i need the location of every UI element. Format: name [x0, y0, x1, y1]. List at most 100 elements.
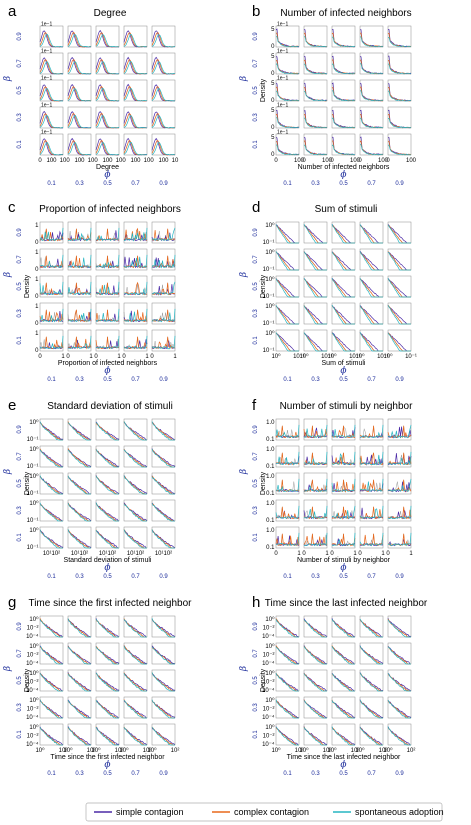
subplot-frame — [95, 133, 120, 156]
series-line-complex — [331, 452, 356, 466]
subplot: 10⁰ 10⁻²10⁻⁴ — [26, 615, 64, 640]
col-param-label: 0.1 — [283, 181, 292, 187]
subplot — [95, 472, 120, 495]
series-line-spontaneous — [39, 33, 64, 48]
row-params: 0.9 0.7 0.5 0.3 0.1 — [253, 228, 259, 345]
subplot-frame — [331, 52, 356, 75]
subplot: 10⁰ 10² — [383, 723, 415, 754]
subplot — [123, 221, 148, 244]
series-line-spontaneous — [67, 726, 91, 746]
row-param-label: 0.7 — [253, 649, 259, 658]
series-line-complex — [123, 726, 147, 746]
x-tick-label: 1 — [89, 354, 93, 360]
col-param-label: 0.5 — [339, 574, 348, 580]
subplot-frame — [151, 526, 176, 549]
subplot: 1.0 0.10 1 — [266, 526, 301, 557]
subplot — [151, 499, 176, 522]
row-param-label: 0.7 — [17, 452, 23, 461]
series-line-spontaneous — [303, 646, 327, 665]
subplot-frame — [123, 25, 148, 48]
series-line-simple — [39, 421, 64, 441]
subplot — [359, 418, 384, 441]
series-line-spontaneous — [123, 34, 148, 48]
subplot — [331, 248, 356, 271]
series-line-spontaneous — [151, 115, 176, 129]
subplot — [123, 418, 148, 441]
subplot — [303, 52, 328, 75]
series-line-spontaneous — [151, 335, 176, 350]
subplot — [95, 418, 120, 441]
col-param-label: 0.3 — [311, 377, 320, 383]
beta-symbol: β — [239, 666, 249, 672]
series-line-spontaneous — [331, 646, 355, 665]
subplot — [359, 696, 384, 719]
subplot-frame — [123, 642, 148, 665]
series-line-spontaneous — [151, 529, 175, 549]
subplot: 10¹10² — [151, 526, 176, 557]
subplot-frame — [387, 723, 412, 746]
series-line-spontaneous — [276, 117, 300, 129]
subplot-frame — [39, 696, 64, 719]
series-line-spontaneous — [331, 224, 355, 244]
subplot-frame — [387, 52, 412, 75]
subplot: 0 100 — [358, 133, 389, 164]
x-axis-label: Standard deviation of stimuli — [64, 557, 152, 564]
col-param-label: 0.9 — [395, 377, 404, 383]
subplot-frame — [303, 445, 328, 468]
panel-letter: b — [252, 3, 260, 20]
subplot-frame — [275, 79, 300, 102]
y-axis-label: Density — [24, 668, 31, 692]
x-tick-label: 0 — [94, 158, 98, 164]
y-tick-label: 10⁻⁴ — [26, 660, 39, 667]
series-line-spontaneous — [303, 532, 328, 547]
subplot-frame — [67, 25, 92, 48]
subplot-frame — [67, 445, 92, 468]
subplot: 10¹10² — [95, 526, 120, 557]
col-param-label: 0.7 — [131, 574, 140, 580]
series-line-spontaneous — [359, 90, 384, 102]
subplot: 1e−1 — [39, 103, 64, 129]
row-param-label: 0.9 — [253, 228, 259, 237]
subplot: 10⁰ 10⁻¹ — [299, 329, 333, 360]
panel-title: Number of stimuli by neighbor — [280, 401, 414, 412]
x-tick-label: 10² — [59, 748, 68, 754]
series-line-spontaneous — [39, 308, 64, 323]
series-line-spontaneous — [95, 61, 120, 75]
subplot — [151, 106, 176, 129]
series-line-spontaneous — [39, 254, 64, 269]
series-line-spontaneous — [151, 672, 175, 692]
series-line-spontaneous — [67, 618, 91, 638]
series-line-spontaneous — [303, 305, 327, 325]
y-tick-label: 10⁻² — [263, 680, 275, 686]
subplot — [123, 445, 148, 468]
subplot-frame — [387, 275, 412, 298]
series-line-spontaneous — [303, 673, 327, 692]
series-line-spontaneous — [331, 618, 355, 638]
subplot-frame — [331, 79, 356, 102]
x-tick-label: 10² — [379, 748, 388, 754]
row-param-label: 0.5 — [17, 86, 23, 95]
y-tick-label: 10⁻² — [27, 707, 39, 713]
series-line-spontaneous — [331, 532, 356, 547]
y-tick-label: 0.1 — [266, 491, 275, 497]
subplot-frame — [67, 472, 92, 495]
x-tick-label: 10⁰ — [327, 353, 337, 360]
subplot — [67, 445, 92, 468]
row-param-label: 0.5 — [253, 86, 259, 95]
series-line-spontaneous — [67, 227, 92, 242]
subplot: 0 100 10 — [122, 133, 151, 164]
y-tick-label: 0 — [35, 321, 39, 327]
series-line-spontaneous — [359, 532, 384, 547]
subplot — [387, 615, 412, 638]
subplot — [151, 445, 176, 468]
series-line-spontaneous — [123, 254, 148, 269]
subplot-frame — [303, 133, 328, 156]
subplot-frame — [39, 642, 64, 665]
row-param-label: 0.9 — [253, 32, 259, 41]
row-param-label: 0.5 — [253, 479, 259, 488]
subplot — [123, 472, 148, 495]
col-param-label: 0.5 — [339, 181, 348, 187]
series-line-spontaneous — [39, 227, 64, 242]
series-line-complex — [95, 619, 119, 638]
y-tick-label: 1 — [35, 250, 39, 256]
